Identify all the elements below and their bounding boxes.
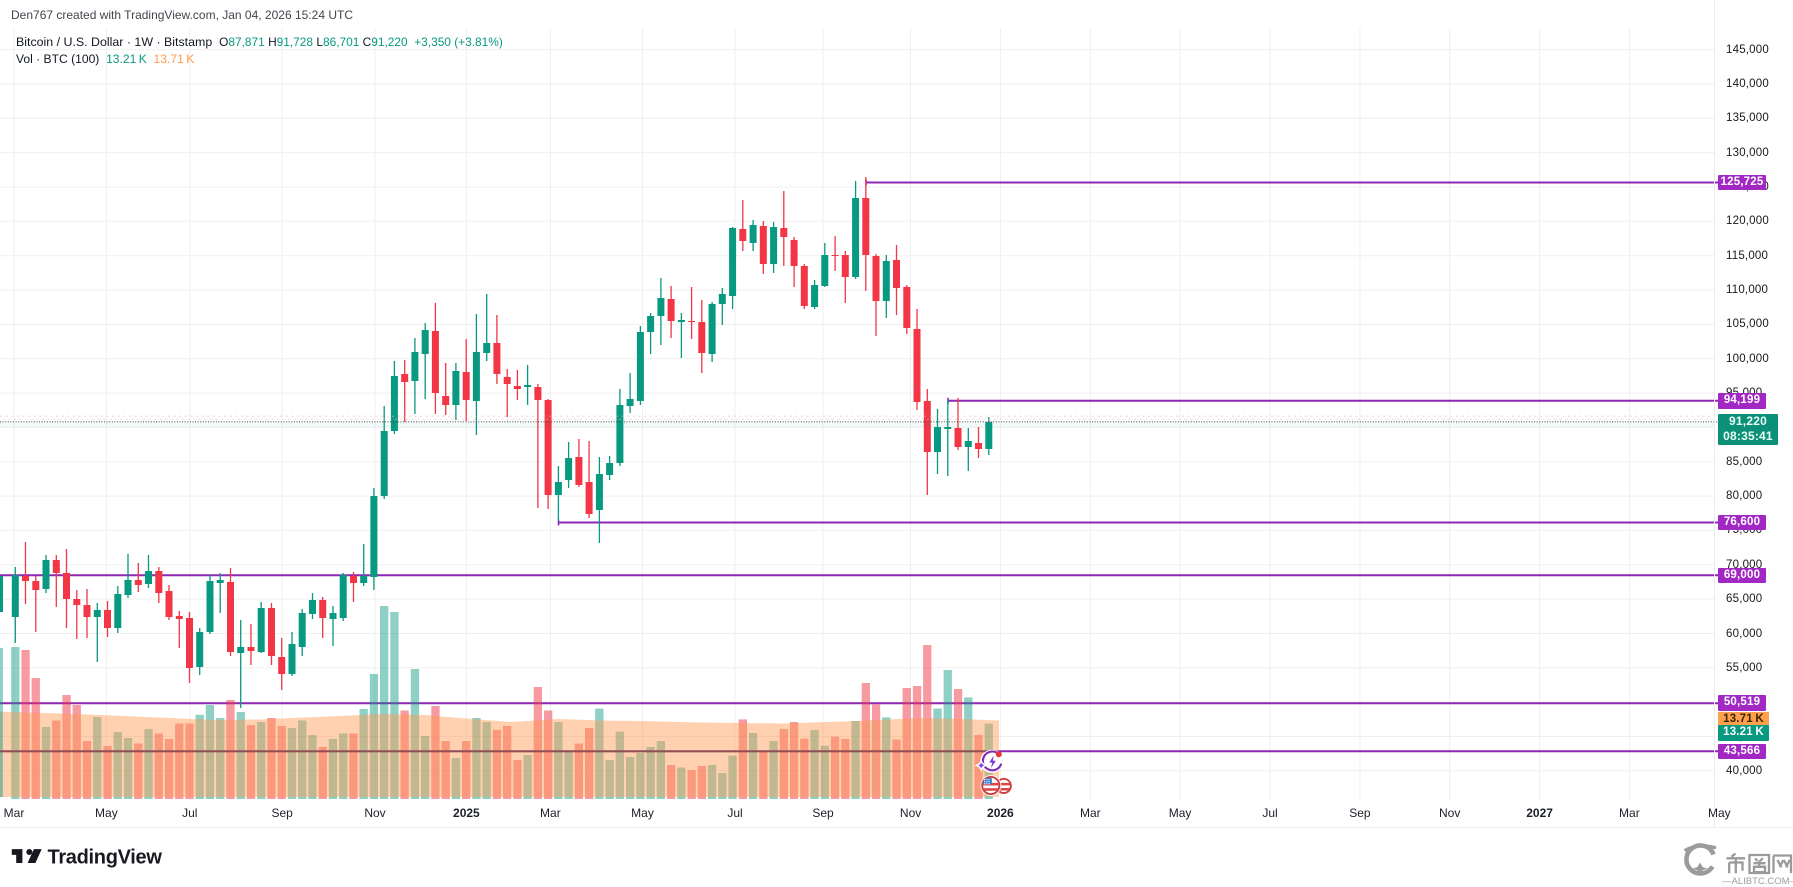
- svg-text:TradingView: TradingView: [48, 847, 163, 869]
- svg-text:—ALIBTC.COM—: —ALIBTC.COM—: [1722, 876, 1793, 887]
